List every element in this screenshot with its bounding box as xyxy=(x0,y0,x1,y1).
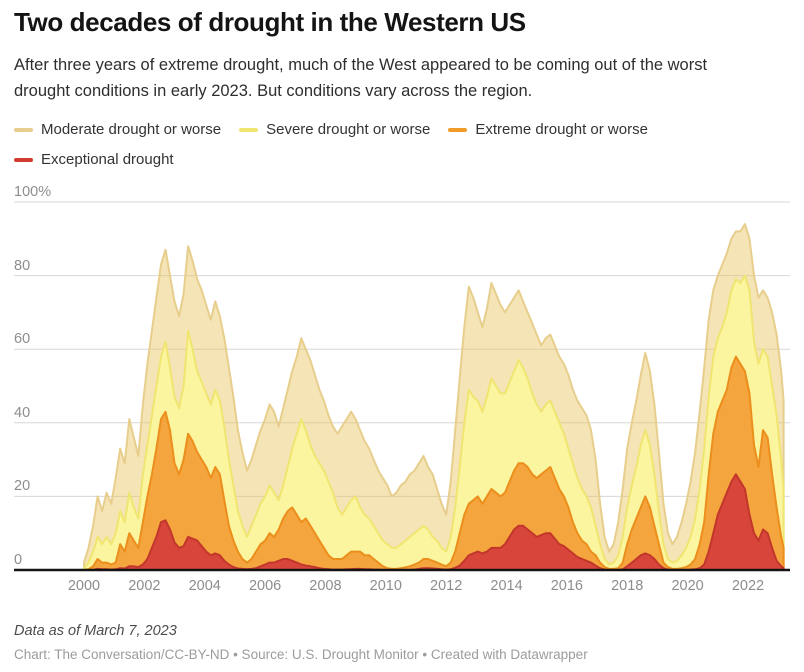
data-note: Data as of March 7, 2023 xyxy=(14,623,177,639)
legend-label-exceptional: Exceptional drought xyxy=(41,151,174,168)
area-moderate xyxy=(83,223,785,571)
legend-item-exceptional: Exceptional drought xyxy=(14,150,174,169)
x-tick-label: 2018 xyxy=(611,578,644,594)
y-tick-label: 20 xyxy=(14,478,31,495)
y-tick-label: 0 xyxy=(14,552,23,568)
x-tick-label: 2008 xyxy=(309,578,342,594)
page-title: Two decades of drought in the Western US xyxy=(14,7,526,37)
x-tick-label: 2010 xyxy=(369,578,402,594)
extreme-swatch-icon xyxy=(448,127,468,132)
y-tick-label: 80 xyxy=(14,257,31,274)
exceptional-swatch-icon xyxy=(14,157,33,162)
x-tick-label: 2014 xyxy=(490,578,523,594)
x-tick-label: 2016 xyxy=(550,578,584,594)
legend-label-severe: Severe drought or worse xyxy=(266,121,431,138)
legend-item-moderate: Moderate drought or worse xyxy=(14,120,221,139)
x-tick-label: 2000 xyxy=(67,578,101,594)
severe-swatch-icon xyxy=(239,127,259,132)
subtitle-line-2: drought conditions in early 2023. But co… xyxy=(14,82,533,100)
moderate-swatch-icon xyxy=(14,127,33,132)
attribution-line: Chart: The Conversation/CC-BY-ND • Sourc… xyxy=(14,647,588,662)
plot-area[interactable] xyxy=(0,175,804,605)
y-tick-label: 40 xyxy=(14,404,31,421)
x-tick-label: 2004 xyxy=(188,578,221,594)
x-tick-label: 2002 xyxy=(128,578,161,594)
x-tick-label: 2020 xyxy=(671,578,704,594)
x-tick-label: 2006 xyxy=(248,578,282,594)
y-tick-label: 60 xyxy=(14,331,31,348)
subtitle-line-1: After three years of extreme drought, mu… xyxy=(14,56,708,74)
x-tick-label: 2022 xyxy=(731,578,765,594)
legend-item-severe: Severe drought or worse xyxy=(239,120,430,139)
legend-label-extreme: Extreme drought or worse xyxy=(475,121,648,138)
chart-legend: Moderate drought or worse Severe drought… xyxy=(14,120,774,180)
y-tick-label: 100% xyxy=(14,184,52,200)
legend-row-1: Moderate drought or worse Severe drought… xyxy=(14,120,774,139)
chart-subtitle: After three years of extreme drought, mu… xyxy=(14,52,798,104)
legend-item-extreme: Extreme drought or worse xyxy=(448,120,648,139)
x-tick-label: 2012 xyxy=(430,578,463,594)
area-chart: 100% 80 60 40 20 0 2000 2002 2004 2006 2008 2010 20… xyxy=(0,175,804,605)
legend-row-2: Exceptional drought xyxy=(14,150,774,169)
legend-label-moderate: Moderate drought or worse xyxy=(41,121,222,138)
